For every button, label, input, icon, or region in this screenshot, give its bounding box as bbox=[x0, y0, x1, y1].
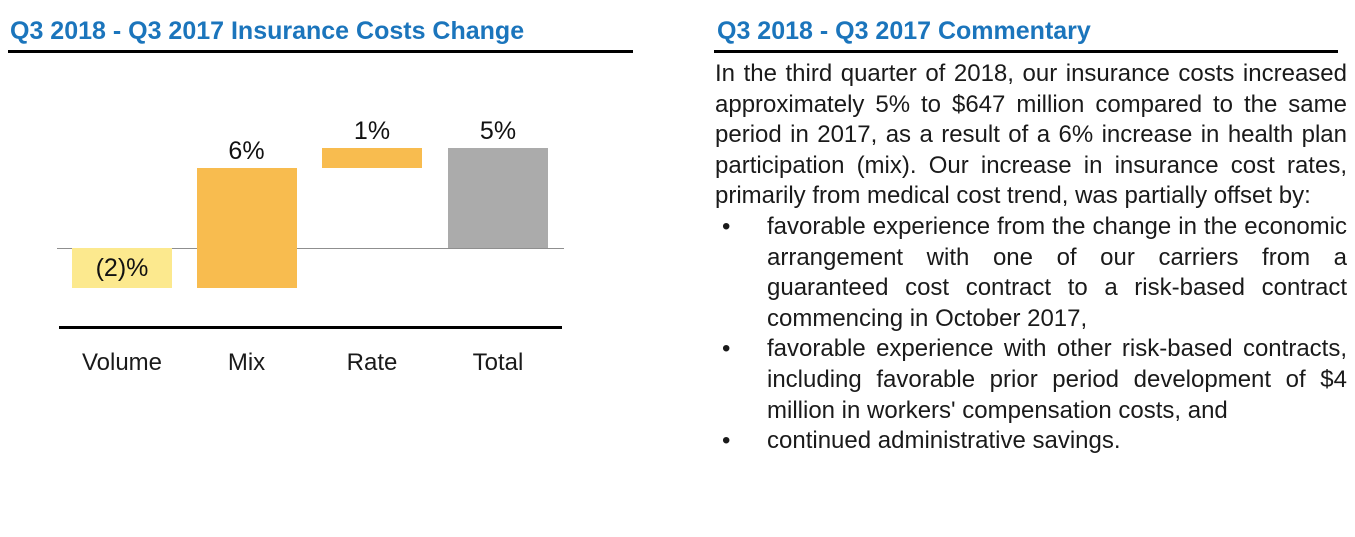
commentary-panel-title: Q3 2018 - Q3 2017 Commentary bbox=[717, 17, 1091, 45]
category-label-volume: Volume bbox=[81, 349, 163, 376]
bullet-text: favorable experience with other risk-bas… bbox=[767, 335, 1347, 424]
bullet-item-2: • continued administrative savings. bbox=[715, 426, 1347, 457]
chart-zero-line bbox=[57, 248, 564, 249]
data-label-total: 5% bbox=[479, 117, 517, 145]
commentary-title-underline bbox=[714, 50, 1338, 53]
data-label-volume: (2)% bbox=[95, 254, 149, 282]
bar-volume bbox=[72, 248, 172, 288]
data-label-mix: 6% bbox=[228, 137, 265, 165]
bullet-marker: • bbox=[722, 335, 731, 363]
waterfall-chart: (2)% 6% 1% 5% Volume Mix Rate Total bbox=[0, 55, 660, 395]
commentary-bullet-list: • favorable experience from the change in… bbox=[715, 212, 1347, 457]
chart-category-axis bbox=[59, 326, 562, 329]
chart-title-underline bbox=[8, 50, 633, 53]
bar-rate bbox=[322, 148, 422, 168]
chart-panel-title: Q3 2018 - Q3 2017 Insurance Costs Change bbox=[10, 17, 525, 45]
bullet-marker: • bbox=[722, 427, 731, 455]
bullet-item-0: • favorable experience from the change in… bbox=[715, 212, 1347, 334]
category-label-mix: Mix bbox=[227, 349, 266, 376]
category-label-rate: Rate bbox=[346, 349, 398, 376]
bullet-marker: • bbox=[722, 212, 731, 240]
bar-mix bbox=[196, 168, 297, 288]
data-label-rate: 1% bbox=[353, 117, 391, 145]
bullet-text: favorable experience from the change in … bbox=[767, 212, 1347, 332]
commentary-body: In the third quarter of 2018, our insura… bbox=[715, 59, 1347, 457]
category-label-total: Total bbox=[472, 349, 524, 376]
bullet-item-1: • favorable experience with other risk-ba… bbox=[715, 334, 1347, 426]
bullet-text: continued administrative savings. bbox=[767, 427, 1121, 455]
bar-total bbox=[448, 148, 548, 248]
commentary-paragraph: In the third quarter of 2018, our insura… bbox=[715, 60, 1347, 210]
